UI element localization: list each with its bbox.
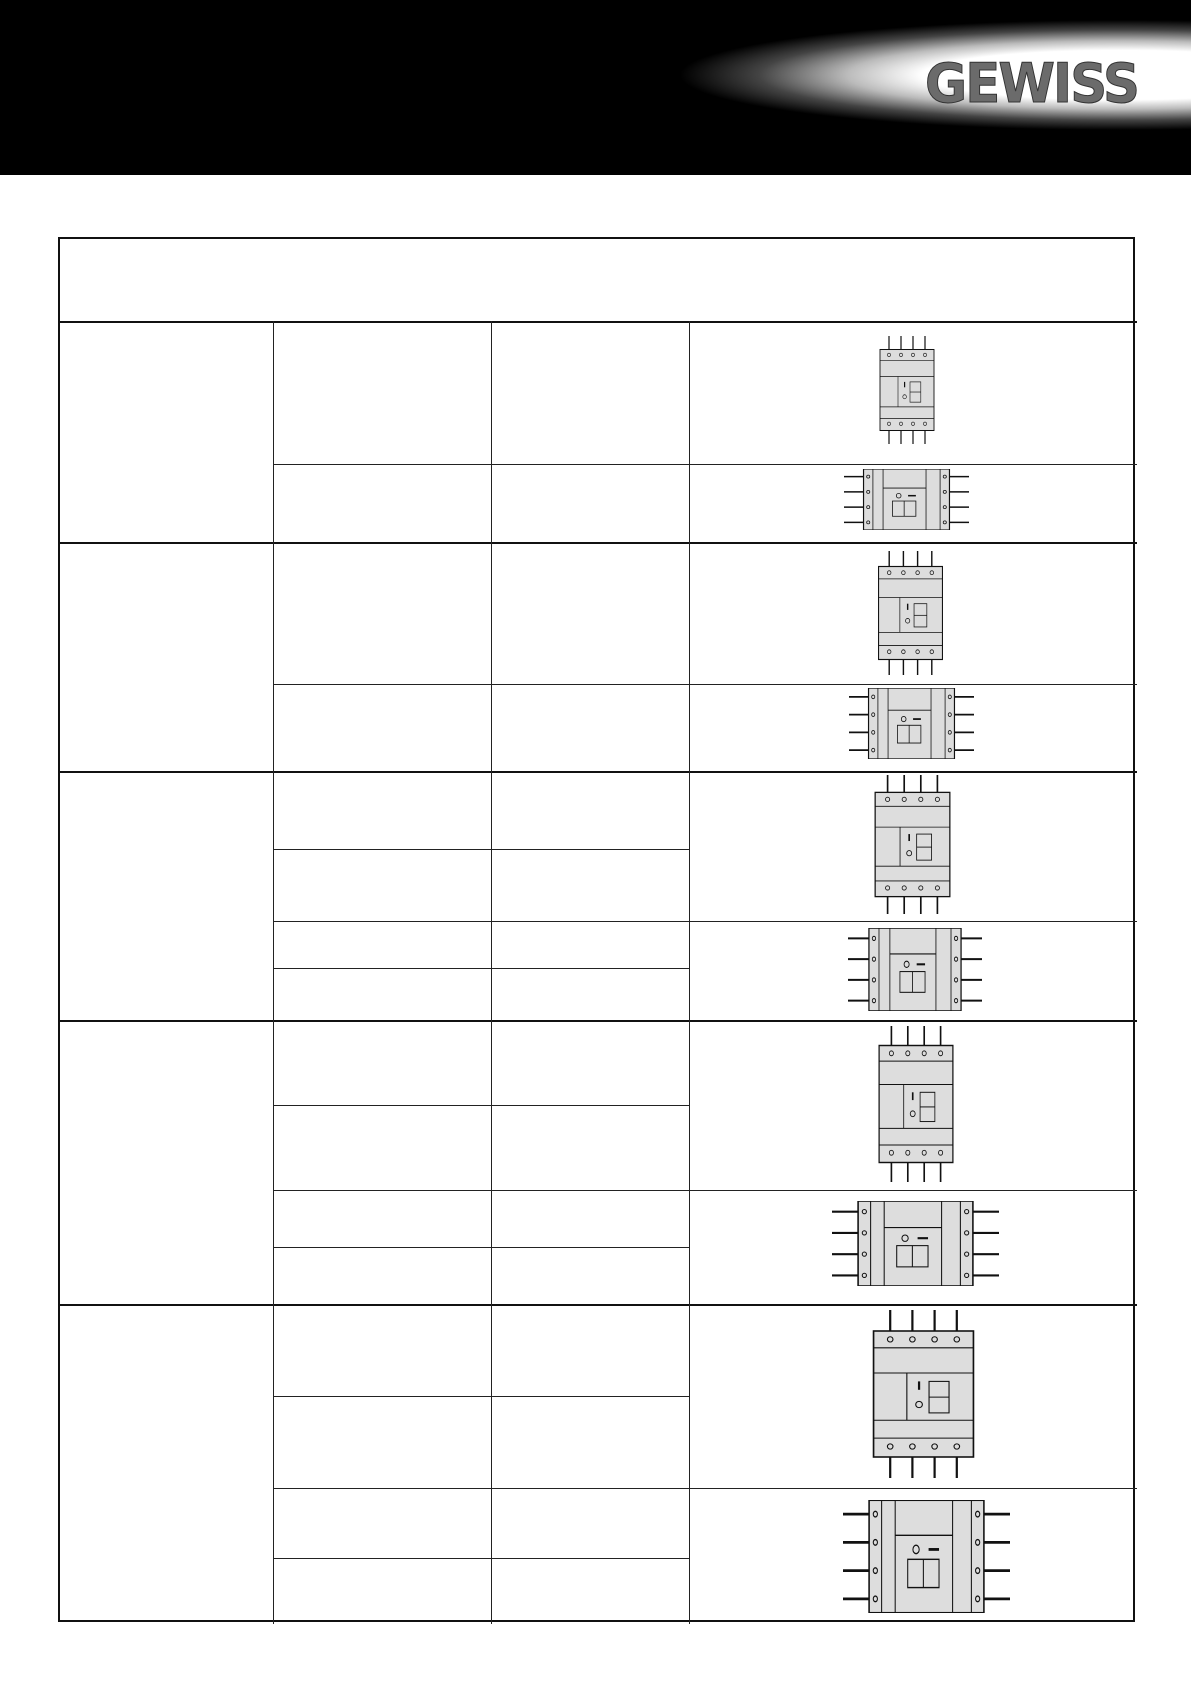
row-divider [60,542,1137,544]
breaker-side-view-icon [832,1201,999,1286]
breaker-side-view-icon [843,1500,1010,1613]
breaker-side-view-icon [849,688,974,759]
row-divider [273,1558,689,1559]
row-divider [273,968,689,969]
gewiss-logo: GEWISS [925,52,1141,116]
breaker-front-view-icon [874,775,951,914]
breaker-front-view-icon [872,1310,975,1478]
row-divider [273,684,1137,685]
product-table [58,237,1137,1624]
breaker-side-view-icon [848,928,982,1011]
row-divider [273,849,689,850]
row-divider [273,1190,1137,1191]
breaker-front-view-icon [878,1026,954,1182]
row-divider [273,1247,689,1248]
row-divider [60,1304,1137,1306]
row-divider [60,771,1137,773]
column-divider [273,321,274,1624]
header-banner: GEWISS [0,0,1191,175]
row-divider [273,1105,689,1106]
row-divider [60,1020,1137,1022]
row-divider [273,1396,689,1397]
row-divider [273,921,1137,922]
column-divider [491,321,492,1624]
row-divider [273,1488,1137,1489]
banner-glow [640,20,1191,130]
breaker-side-view-icon [844,469,969,530]
row-divider [60,321,1137,323]
breaker-front-view-icon [877,551,944,675]
row-divider [273,464,1137,465]
column-divider [689,321,690,1624]
breaker-front-view-icon [879,336,935,444]
